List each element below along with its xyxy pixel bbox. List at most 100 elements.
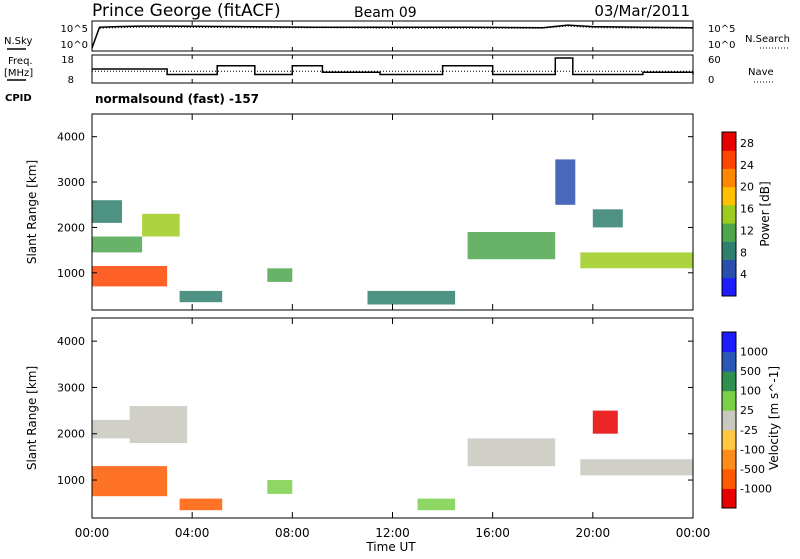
power-colorbar-tick: 20 [740, 181, 754, 194]
scatter-region-6 [367, 290, 456, 305]
velocity-colorbar-tick: -500 [740, 463, 765, 476]
scatter-region-4 [267, 480, 293, 494]
velocity-colorbar-swatch [722, 351, 736, 372]
scatter-region-0 [92, 266, 168, 287]
power-colorbar-swatch [722, 204, 736, 224]
velocity-colorbar-tick: 25 [740, 404, 754, 417]
power-ylabel: Slant Range [km] [25, 160, 39, 264]
velocity-colorbar-label: Velocity [m s^-1] [767, 366, 781, 470]
scatter-region-9 [592, 209, 623, 228]
power-colorbar-swatch [722, 259, 736, 279]
power-colorbar-tick: 8 [740, 246, 747, 259]
noise-search-line [91, 25, 693, 48]
time-axis-label: Time UT [365, 540, 416, 554]
frequency-panel: Freq. [MHz] 18 8 60 0 Nave [4, 54, 774, 86]
freq-right-tick-bottom: 0 [708, 75, 714, 86]
velocity-colorbar-swatch [722, 429, 736, 450]
power-colorbar-swatch [722, 186, 736, 206]
frequency-line [92, 57, 694, 76]
x-tick-label: 04:00 [175, 526, 210, 540]
velocity-colorbar-swatch [722, 410, 736, 431]
velocity-colorbar-tick: 1000 [740, 346, 768, 359]
velocity-colorbar-swatch [722, 371, 736, 392]
velocity-colorbar-swatch [722, 449, 736, 470]
y-tick-label: 3000 [57, 381, 85, 394]
noise-left-tick-top: 10^5 [61, 24, 88, 35]
x-tick-label: 20:00 [576, 526, 611, 540]
x-tick-label: 00:00 [75, 526, 110, 540]
freq-right-tick-top: 60 [708, 55, 721, 66]
x-tick-label: 08:00 [275, 526, 310, 540]
power-colorbar-tick: 16 [740, 203, 754, 216]
power-colorbar-label: Power [dB] [758, 181, 772, 246]
noise-right-tick-bottom: 10^0 [708, 40, 735, 51]
freq-left-unit: [MHz] [4, 68, 33, 79]
velocity-yticks: 1000 2000 3000 4000 [57, 335, 693, 487]
velocity-cells [92, 406, 693, 511]
scatter-region-1 [92, 236, 143, 253]
y-tick-label: 2000 [57, 221, 85, 234]
freq-left-tick-bottom: 8 [68, 75, 74, 86]
velocity-colorbar-frame [721, 331, 737, 509]
velocity-colorbar: 1000 500 100 25 -25 -100 -500 -1000 [721, 331, 772, 509]
freq-left-tick-top: 18 [61, 55, 74, 66]
scatter-region-0 [92, 466, 168, 497]
velocity-colorbar-tick: -1000 [740, 482, 772, 495]
scatter-region-5 [267, 268, 293, 282]
scatter-region-5 [417, 498, 456, 511]
power-colorbar-tick: 28 [740, 137, 754, 150]
scatter-region-7 [467, 232, 556, 260]
power-colorbar-swatch [722, 277, 736, 297]
x-tick-label: 16:00 [475, 526, 510, 540]
noise-left-tick-bottom: 10^0 [61, 40, 88, 51]
time-axis: 00:00 04:00 08:00 12:00 16:00 20:00 00:00 [75, 21, 711, 540]
scatter-region-4 [179, 290, 223, 303]
scatter-region-6 [467, 438, 556, 467]
power-colorbar-swatch [722, 168, 736, 188]
scatter-region-10 [555, 159, 576, 205]
noise-left-label: N.Sky [4, 36, 32, 47]
scatter-region-8 [580, 252, 693, 269]
velocity-colorbar-tick: -100 [740, 443, 765, 456]
velocity-ylabel: Slant Range [km] [25, 366, 39, 470]
x-tick-label: 12:00 [375, 526, 410, 540]
velocity-colorbar-tick: -25 [740, 424, 758, 437]
velocity-colorbar-tick: 500 [740, 365, 761, 378]
y-tick-label: 1000 [57, 474, 85, 487]
nave-label: Nave [748, 67, 774, 78]
y-tick-label: 2000 [57, 428, 85, 441]
velocity-colorbar-swatch [722, 488, 736, 509]
velocity-colorbar-swatch [722, 468, 736, 489]
power-colorbar-frame [721, 131, 737, 297]
power-colorbar: 4 8 12 16 20 24 28 [721, 131, 754, 297]
y-tick-label: 3000 [57, 176, 85, 189]
power-yticks: 1000 2000 3000 4000 [57, 131, 693, 280]
velocity-colorbar-swatch [722, 332, 736, 353]
power-cells [92, 159, 693, 305]
cpid-value: normalsound (fast) -157 [95, 92, 259, 106]
velocity-panel: Slant Range [km] 1000 2000 3000 4000 1000 50… [25, 317, 781, 519]
power-colorbar-tick: 24 [740, 159, 754, 172]
noise-panel: N.Sky 10^5 10^0 10^5 10^0 N.Search [4, 20, 790, 52]
x-tick-label: 00:00 [676, 526, 711, 540]
power-colorbar-swatch [722, 132, 736, 151]
scatter-region-3 [142, 213, 180, 237]
power-colorbar-tick: 12 [740, 224, 754, 237]
scatter-region-8 [592, 410, 618, 434]
noise-right-tick-top: 10^5 [708, 24, 735, 35]
scatter-region-3 [179, 498, 223, 511]
power-panel: Slant Range [km] 1000 2000 3000 4000 4 8 12 16… [25, 113, 772, 311]
scatter-region-2 [129, 406, 188, 443]
noise-right-label: N.Search [745, 34, 790, 45]
figure-title: Prince George (fitACF) [92, 1, 281, 21]
scatter-region-7 [580, 459, 693, 476]
y-tick-label: 4000 [57, 131, 85, 144]
date-label: 03/Mar/2011 [594, 2, 690, 20]
power-colorbar-tick: 4 [740, 268, 747, 281]
beam-label: Beam 09 [354, 5, 417, 21]
cpid-label: CPID [5, 93, 32, 104]
scatter-region-2 [92, 200, 122, 223]
freq-left-label: Freq. [8, 56, 33, 67]
y-tick-label: 4000 [57, 335, 85, 348]
scatter-region-1 [92, 419, 130, 439]
